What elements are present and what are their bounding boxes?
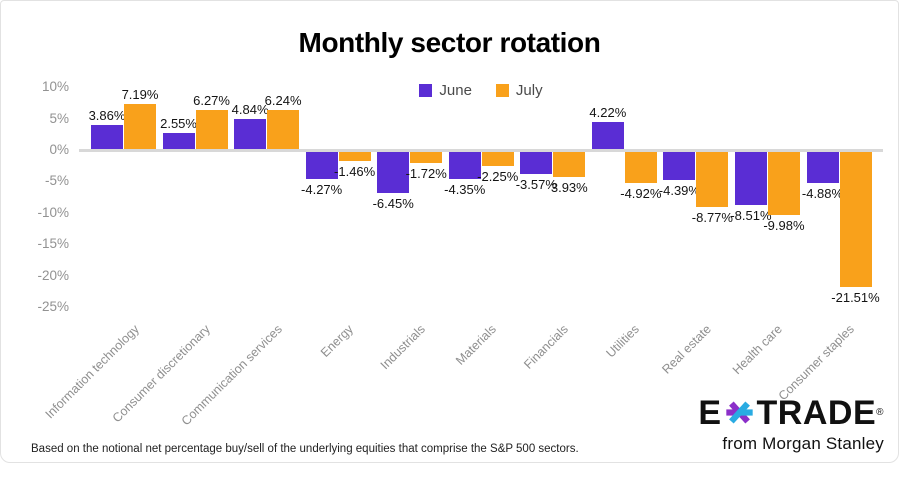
bar-june-information-technology: [91, 124, 123, 149]
bar-july-financials: [553, 152, 586, 177]
plot-area: 10% 5% 0% -5% -10% -15% -20% -25% 3.86% 7.19% Info…: [1, 1, 900, 464]
y-axis-tick: 5%: [49, 110, 69, 126]
value-label-july-consumer-staples: -21.51%: [831, 290, 880, 306]
bar-june-health-care: [734, 152, 767, 206]
value-label-june-communication-services: 4.84%: [231, 101, 269, 117]
legend: June July: [79, 82, 883, 99]
bar-june-utilities: [591, 122, 624, 149]
value-label-july-energy: -1.46%: [334, 164, 376, 180]
value-label-june-consumer-staples: -4.88%: [801, 185, 844, 201]
bar-june-industrials: [377, 152, 410, 193]
bar-june-consumer-staples: [806, 152, 839, 183]
value-label-june-consumer-discretionary: 2.55%: [160, 115, 197, 131]
value-label-july-utilities: -4.92%: [620, 185, 662, 201]
etrade-wordmark: E TRADE ®: [698, 394, 884, 431]
chart-card: Monthly sector rotation June July 10% 5% 0…: [0, 0, 899, 463]
legend-item-july: July: [495, 82, 543, 99]
y-axis-tick: -5%: [44, 173, 69, 189]
legend-label-june: June: [439, 82, 472, 99]
bar-july-utilities: [624, 152, 657, 183]
bar-june-energy: [305, 152, 338, 179]
value-label-july-real-estate: -8.77%: [691, 210, 733, 226]
zero-axis-line: [79, 149, 883, 152]
etrade-asterisk-icon: [725, 401, 753, 424]
y-axis-tick: 10%: [41, 79, 69, 95]
value-label-june-financials: -3.57%: [515, 177, 557, 193]
bar-july-communication-services: [267, 109, 300, 149]
bar-july-information-technology: [124, 103, 156, 149]
bar-july-industrials: [410, 152, 443, 163]
value-label-june-utilities: 4.22%: [589, 105, 627, 121]
value-label-june-industrials: -6.45%: [372, 195, 414, 211]
logo-tagline: from Morgan Stanley: [722, 434, 884, 453]
value-label-july-communication-services: 6.24%: [264, 92, 302, 108]
y-axis-tick: 0%: [49, 142, 69, 157]
bar-july-energy: [338, 152, 371, 162]
bar-june-materials: [448, 152, 481, 180]
bar-july-real-estate: [696, 152, 729, 208]
y-axis-tick: -20%: [37, 267, 69, 283]
y-axis-tick: -25%: [37, 299, 69, 314]
value-label-june-real-estate: -4.39%: [658, 182, 700, 198]
value-label-july-materials: -2.25%: [477, 169, 519, 185]
footnote: Based on the notional net percentage buy…: [31, 443, 579, 455]
value-label-july-consumer-discretionary: 6.27%: [193, 92, 230, 108]
bar-june-communication-services: [234, 118, 267, 149]
legend-item-june: June: [419, 82, 472, 99]
bar-july-consumer-staples: [839, 152, 872, 288]
value-label-july-information-technology: 7.19%: [121, 86, 159, 102]
value-label-july-financials: 3.93%: [550, 179, 588, 195]
legend-label-july: July: [515, 82, 543, 99]
value-label-july-health-care: -9.98%: [763, 217, 805, 233]
value-label-june-health-care: -8.51%: [730, 208, 772, 224]
value-label-july-industrials: -1.72%: [405, 165, 447, 181]
july-swatch-icon: [495, 84, 509, 97]
value-label-june-materials: -4.35%: [444, 182, 486, 198]
y-axis-tick: -15%: [37, 236, 69, 252]
bar-june-real-estate: [663, 152, 696, 180]
chart-title: Monthly sector rotation: [298, 27, 601, 58]
logo-word-trade: TRADE: [756, 393, 877, 432]
bar-july-health-care: [767, 152, 800, 215]
y-axis-tick: -10%: [37, 204, 69, 220]
bar-july-materials: [481, 152, 514, 167]
etrade-logo: E TRADE ® from Morgan Stanley: [698, 394, 884, 454]
bar-july-consumer-discretionary: [195, 109, 228, 149]
logo-letter-e: E: [698, 393, 722, 432]
june-swatch-icon: [419, 84, 433, 97]
bar-june-consumer-discretionary: [162, 132, 195, 149]
bar-june-financials: [520, 152, 553, 175]
registered-mark: ®: [876, 407, 884, 418]
value-label-june-information-technology: 3.86%: [88, 107, 126, 123]
value-label-june-energy: -4.27%: [301, 181, 343, 197]
